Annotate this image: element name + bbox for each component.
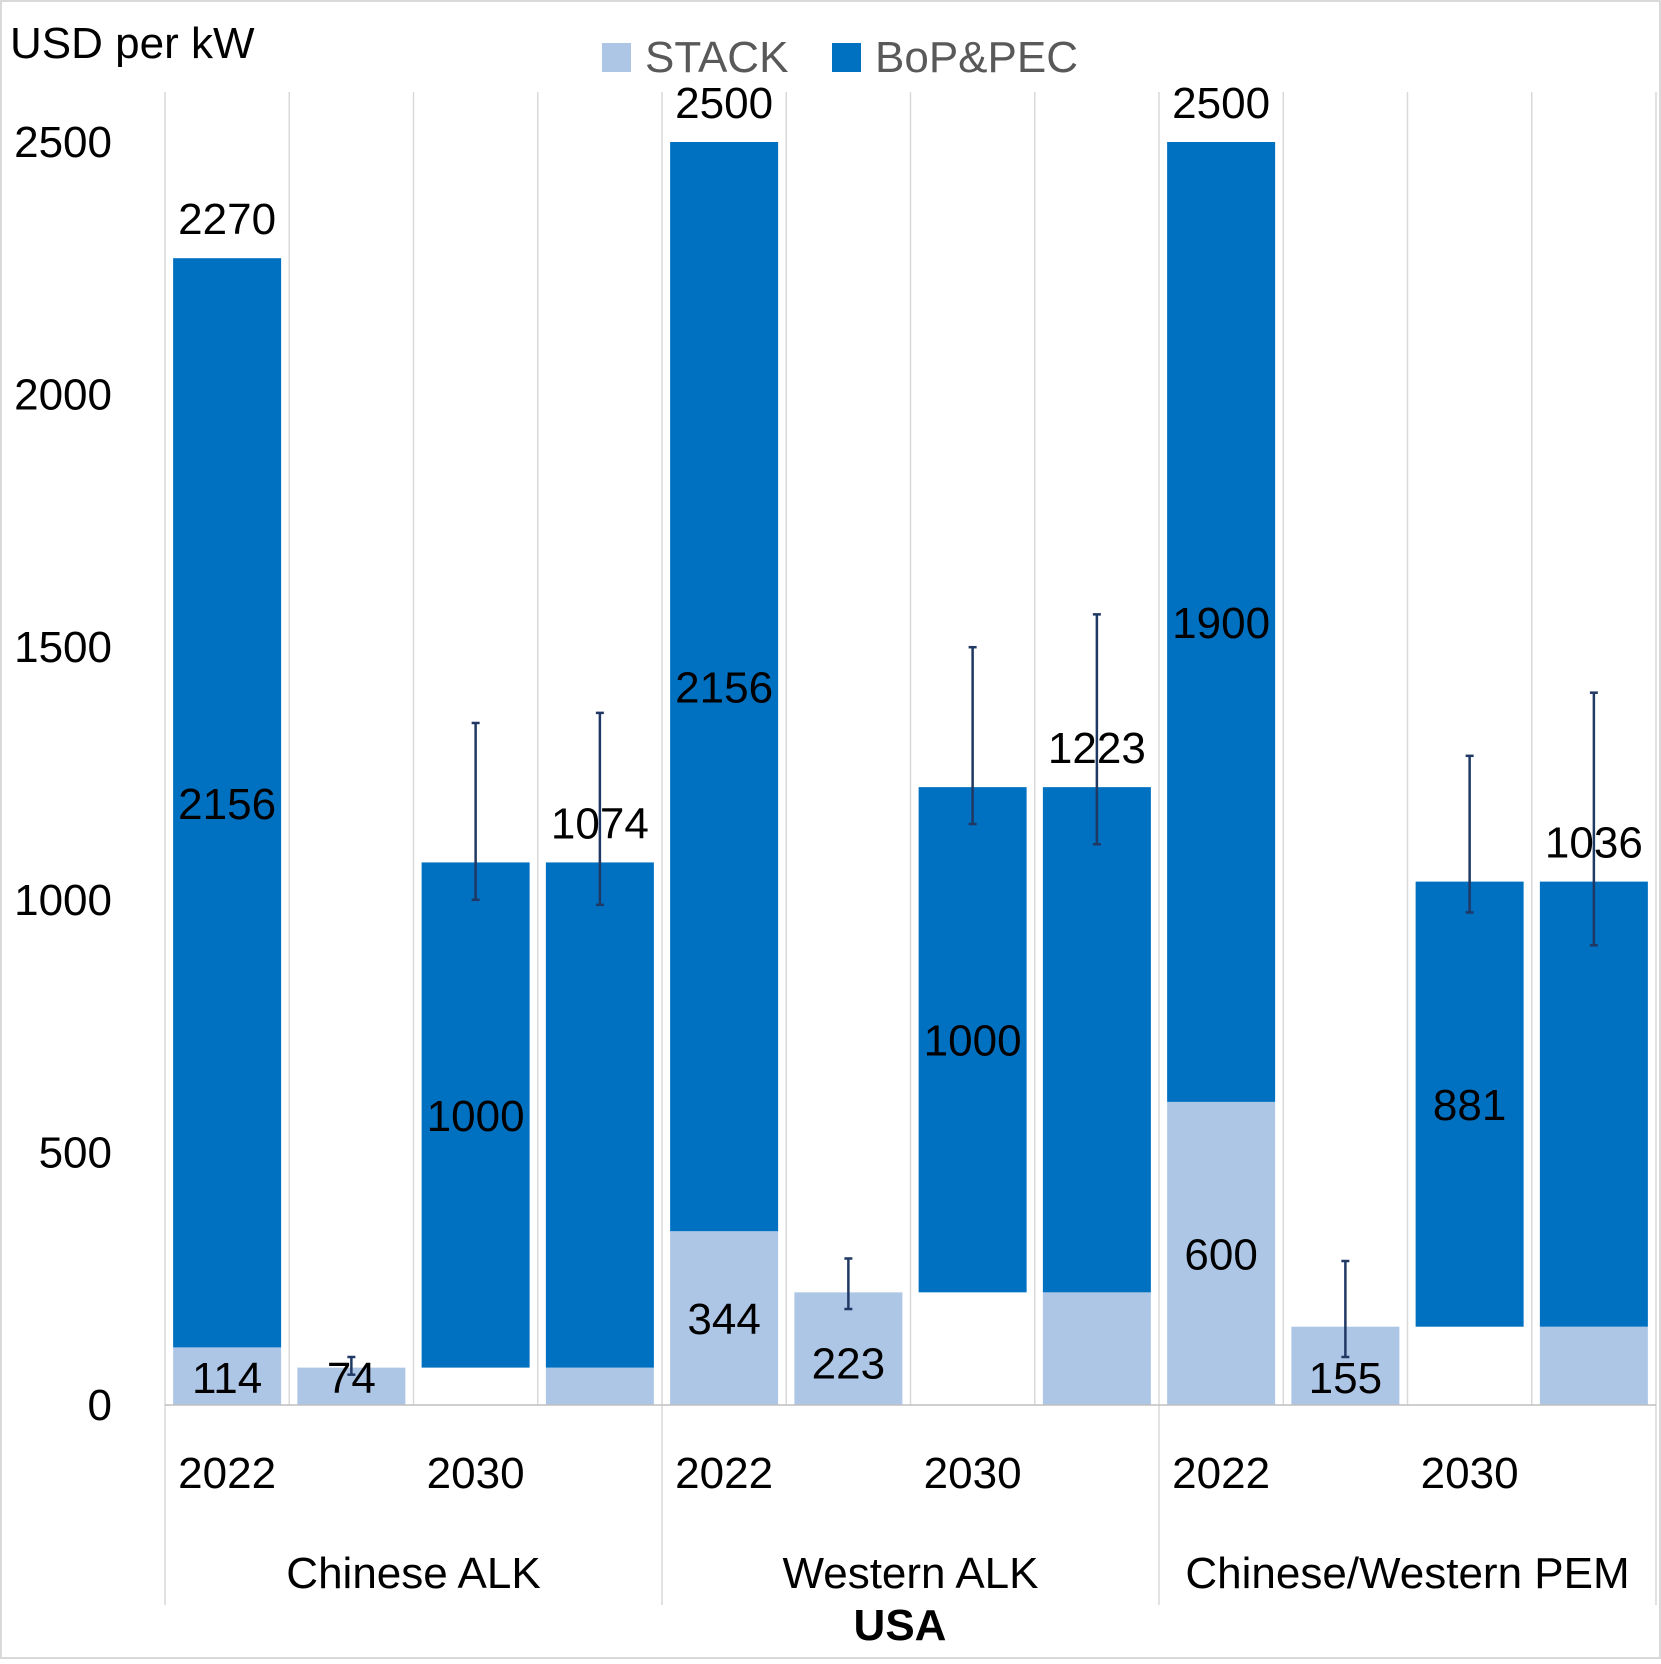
x-year-label: 2030	[1421, 1449, 1519, 1498]
legend-label-bop: BoP&PEC	[875, 33, 1078, 82]
bop-bar-segment	[670, 142, 779, 1232]
bop-data-label: 881	[1433, 1081, 1506, 1130]
stack-data-label: 155	[1309, 1354, 1382, 1403]
axes: 0 500 1000 1500 2000 2500 2022 2030 Chinese ALK 2…	[14, 118, 1656, 1598]
x-group-label: Chinese ALK	[286, 1549, 540, 1598]
legend-swatch-bop	[832, 43, 861, 72]
y-tick-label: 500	[39, 1128, 112, 1177]
stack-data-label: 223	[812, 1340, 885, 1389]
stack-data-label: 74	[327, 1354, 376, 1403]
bop-bar-segment	[545, 862, 654, 1368]
error-bars	[347, 613, 1598, 1376]
bop-data-label: 1000	[924, 1017, 1022, 1066]
x-year-label: 2022	[1172, 1449, 1270, 1498]
total-data-label: 2500	[675, 79, 773, 128]
y-tick-label: 1000	[14, 876, 112, 925]
stack-bar-segment	[1167, 1101, 1276, 1405]
stack-data-label: 600	[1184, 1230, 1257, 1279]
x-year-label: 2022	[675, 1449, 773, 1498]
y-tick-label: 2000	[14, 371, 112, 420]
legend: STACK BoP&PEC	[602, 33, 1078, 82]
bop-data-label: 2156	[178, 780, 276, 829]
data-labels: 2270 2156 114 74 1000 1074 2500 2156 344 223 1000 1…	[178, 79, 1643, 1403]
y-tick-label: 0	[88, 1381, 112, 1430]
x-year-label: 2030	[427, 1449, 525, 1498]
bop-bar-segment	[421, 862, 530, 1368]
x-year-label: 2022	[178, 1449, 276, 1498]
bop-bar-segment	[1539, 881, 1648, 1327]
y-axis-title: USD per kW	[10, 19, 255, 68]
stack-data-label: 114	[192, 1354, 262, 1403]
bop-bar-segment	[1042, 787, 1151, 1293]
super-category-label: USA	[854, 1601, 947, 1650]
stack-data-label: 344	[687, 1295, 760, 1344]
bop-bar-segment	[1415, 881, 1524, 1327]
category-grid	[164, 92, 1657, 1605]
stack-bar-segment	[1042, 1292, 1151, 1405]
stack-bar-segment	[173, 1347, 282, 1405]
x-group-label: Chinese/Western PEM	[1185, 1549, 1629, 1598]
y-tick-label: 2500	[14, 118, 112, 167]
total-data-label: 1036	[1545, 819, 1643, 868]
x-year-label: 2030	[924, 1449, 1022, 1498]
bop-bar-segment	[1167, 142, 1276, 1102]
bop-bar-segment	[173, 258, 282, 1348]
bop-data-label: 1900	[1172, 599, 1270, 648]
bop-data-label: 2156	[675, 664, 773, 713]
bop-data-label: 1000	[427, 1092, 525, 1141]
x-group-label: Western ALK	[783, 1549, 1039, 1598]
stack-bar-segment	[545, 1367, 654, 1405]
total-data-label: 2270	[178, 195, 276, 244]
stack-bar-segment	[670, 1231, 779, 1405]
bars	[173, 142, 1648, 1405]
legend-label-stack: STACK	[645, 33, 788, 82]
y-tick-label: 1500	[14, 623, 112, 672]
stack-bar-segment	[1539, 1326, 1648, 1405]
total-data-label: 1223	[1048, 724, 1146, 773]
total-data-label: 1074	[551, 799, 649, 848]
bop-bar-segment	[918, 787, 1027, 1293]
stack-bar-segment	[794, 1292, 903, 1405]
total-data-label: 2500	[1172, 79, 1270, 128]
legend-swatch-stack	[602, 43, 631, 72]
